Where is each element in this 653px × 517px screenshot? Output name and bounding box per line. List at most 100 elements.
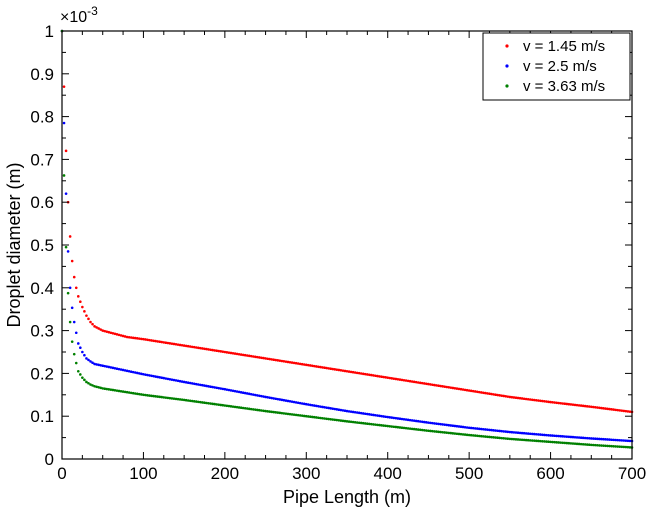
data-point xyxy=(172,397,176,400)
data-point xyxy=(180,343,184,347)
data-point xyxy=(97,363,100,367)
data-point xyxy=(140,372,143,376)
data-point xyxy=(307,403,310,406)
data-point xyxy=(429,383,432,386)
data-point xyxy=(190,382,194,385)
data-point xyxy=(453,432,457,435)
data-point xyxy=(225,404,229,408)
data-point xyxy=(455,432,459,436)
data-point xyxy=(600,444,603,447)
data-point xyxy=(144,373,147,376)
data-point xyxy=(315,416,318,419)
data-point xyxy=(286,360,290,364)
data-point xyxy=(592,443,595,447)
data-point xyxy=(288,412,292,416)
data-point xyxy=(233,352,237,355)
data-point xyxy=(579,404,583,407)
data-point xyxy=(296,413,300,417)
data-point xyxy=(374,423,377,426)
data-point xyxy=(205,401,208,405)
data-point xyxy=(390,416,394,419)
data-point xyxy=(496,393,499,397)
data-point xyxy=(190,345,194,349)
data-point xyxy=(266,396,269,399)
data-point xyxy=(406,418,410,422)
data-point xyxy=(349,410,353,413)
legend-marker xyxy=(505,84,509,88)
data-point xyxy=(89,360,92,363)
data-point xyxy=(388,416,392,419)
data-point xyxy=(384,376,387,379)
data-point xyxy=(567,435,571,439)
data-point xyxy=(353,420,357,424)
data-point xyxy=(512,396,516,399)
data-point xyxy=(150,339,153,342)
data-point xyxy=(506,430,510,434)
data-point xyxy=(408,379,412,383)
data-point xyxy=(213,402,216,406)
data-point xyxy=(241,353,245,357)
data-point xyxy=(431,383,434,387)
data-point xyxy=(370,413,373,416)
data-point xyxy=(585,436,589,440)
data-point xyxy=(280,359,284,363)
data-point xyxy=(109,366,113,369)
data-point xyxy=(469,426,473,430)
data-point xyxy=(410,419,414,422)
data-point xyxy=(268,357,271,361)
data-point xyxy=(378,414,381,418)
data-point xyxy=(193,400,196,403)
data-point xyxy=(594,405,597,409)
data-point xyxy=(545,400,548,403)
data-point xyxy=(203,347,206,351)
data-point xyxy=(604,438,607,441)
data-point xyxy=(380,424,383,427)
data-point xyxy=(133,392,137,395)
data-point xyxy=(583,404,587,408)
data-point xyxy=(119,368,123,371)
y-tick-label: 0 xyxy=(45,450,54,469)
series-1 xyxy=(60,29,634,414)
data-point xyxy=(620,439,624,442)
data-point xyxy=(256,355,259,359)
data-point xyxy=(307,415,310,418)
data-point xyxy=(105,330,109,333)
data-point xyxy=(270,410,273,414)
data-point xyxy=(412,427,416,431)
data-point xyxy=(323,405,326,409)
data-point xyxy=(427,429,430,433)
data-point xyxy=(463,388,467,392)
legend-label: v = 2.5 m/s xyxy=(523,58,597,75)
data-point xyxy=(99,386,102,390)
data-point xyxy=(616,445,620,448)
data-point xyxy=(154,375,157,378)
data-point xyxy=(414,419,418,423)
data-point xyxy=(349,420,353,424)
data-point xyxy=(148,394,151,397)
data-point xyxy=(221,350,225,353)
x-tick-label: 200 xyxy=(211,464,239,483)
data-point xyxy=(166,396,170,400)
data-point xyxy=(142,337,145,341)
data-point xyxy=(245,354,249,357)
data-point xyxy=(524,397,528,401)
data-point xyxy=(237,352,241,356)
data-point xyxy=(496,429,499,433)
data-point xyxy=(555,441,558,444)
data-point xyxy=(475,434,479,438)
data-point xyxy=(101,387,105,390)
data-point xyxy=(382,424,385,427)
data-point xyxy=(355,371,359,375)
data-point xyxy=(410,380,414,383)
data-point xyxy=(516,438,520,441)
data-point xyxy=(449,424,453,427)
data-point xyxy=(345,420,349,423)
data-point xyxy=(622,409,626,413)
data-point xyxy=(252,355,255,358)
data-point xyxy=(195,382,198,386)
data-point xyxy=(64,245,68,249)
data-point xyxy=(260,409,263,412)
data-point xyxy=(115,367,119,370)
data-point xyxy=(545,433,548,437)
